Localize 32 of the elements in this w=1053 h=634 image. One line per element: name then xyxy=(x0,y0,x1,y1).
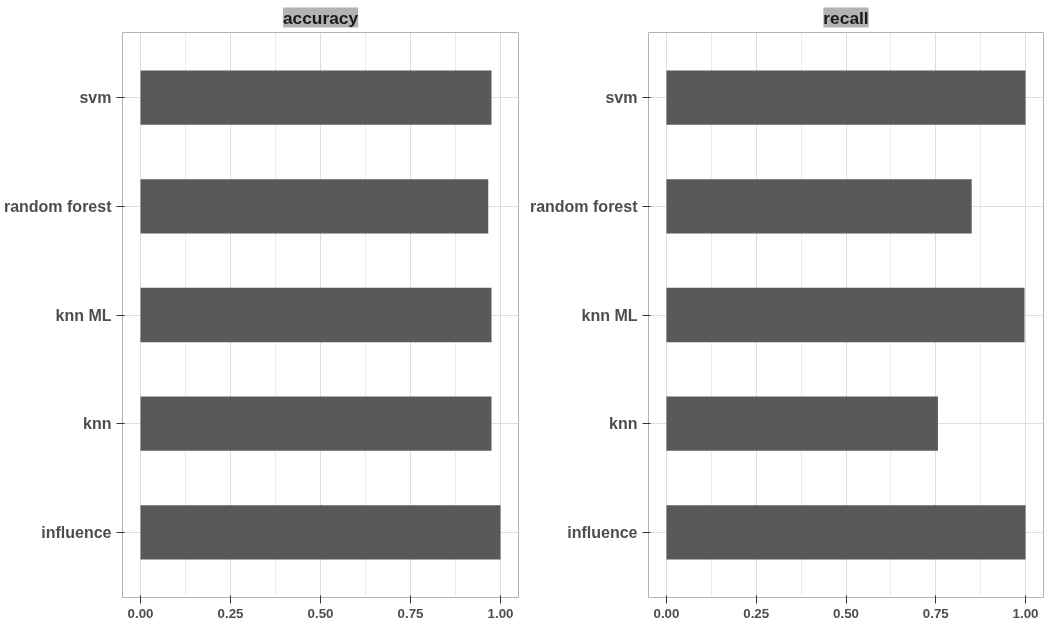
chart-title: accuracy xyxy=(282,7,359,28)
bar xyxy=(666,70,1026,125)
y-tick-label: svm xyxy=(79,89,112,107)
bar xyxy=(666,396,938,451)
bar xyxy=(140,505,501,560)
y-tick-label: knn xyxy=(609,415,638,433)
x-tick-label: 0.00 xyxy=(127,605,154,621)
bar xyxy=(666,179,972,234)
y-tick-label: random forest xyxy=(3,197,113,215)
x-tick-label: 0.75 xyxy=(397,605,425,621)
y-tick-label: knn ML xyxy=(581,306,638,324)
y-tick-label: random forest xyxy=(529,197,639,215)
x-tick-label: 0.50 xyxy=(833,605,859,621)
x-tick-label: 0.25 xyxy=(743,605,770,621)
y-tick-label: influence xyxy=(41,523,112,541)
y-tick-label: svm xyxy=(605,89,638,107)
x-tick-label: 0.00 xyxy=(653,605,680,621)
bar xyxy=(666,505,1026,560)
bar xyxy=(140,287,492,343)
x-tick-label: 0.50 xyxy=(307,605,334,621)
y-tick-label: knn ML xyxy=(55,306,112,324)
y-tick-label: knn xyxy=(83,415,112,433)
x-tick-label: 0.25 xyxy=(217,605,245,621)
x-tick-label: 1.00 xyxy=(1012,605,1039,621)
x-tick-label: 0.75 xyxy=(922,605,950,621)
bar xyxy=(666,287,1025,343)
chart-title: recall xyxy=(823,7,869,28)
y-tick-label: influence xyxy=(567,523,638,541)
x-tick-label: 1.00 xyxy=(487,605,514,621)
bar xyxy=(140,396,492,451)
bar xyxy=(140,70,492,125)
bar xyxy=(140,179,489,234)
